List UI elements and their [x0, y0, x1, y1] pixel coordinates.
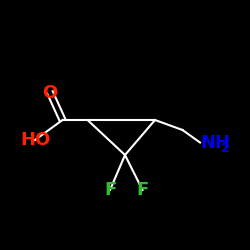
- Text: NH: NH: [200, 134, 230, 152]
- Text: O: O: [42, 84, 58, 102]
- Text: HO: HO: [20, 131, 50, 149]
- Text: 2: 2: [221, 142, 230, 155]
- Text: F: F: [136, 181, 148, 199]
- Text: F: F: [104, 181, 116, 199]
